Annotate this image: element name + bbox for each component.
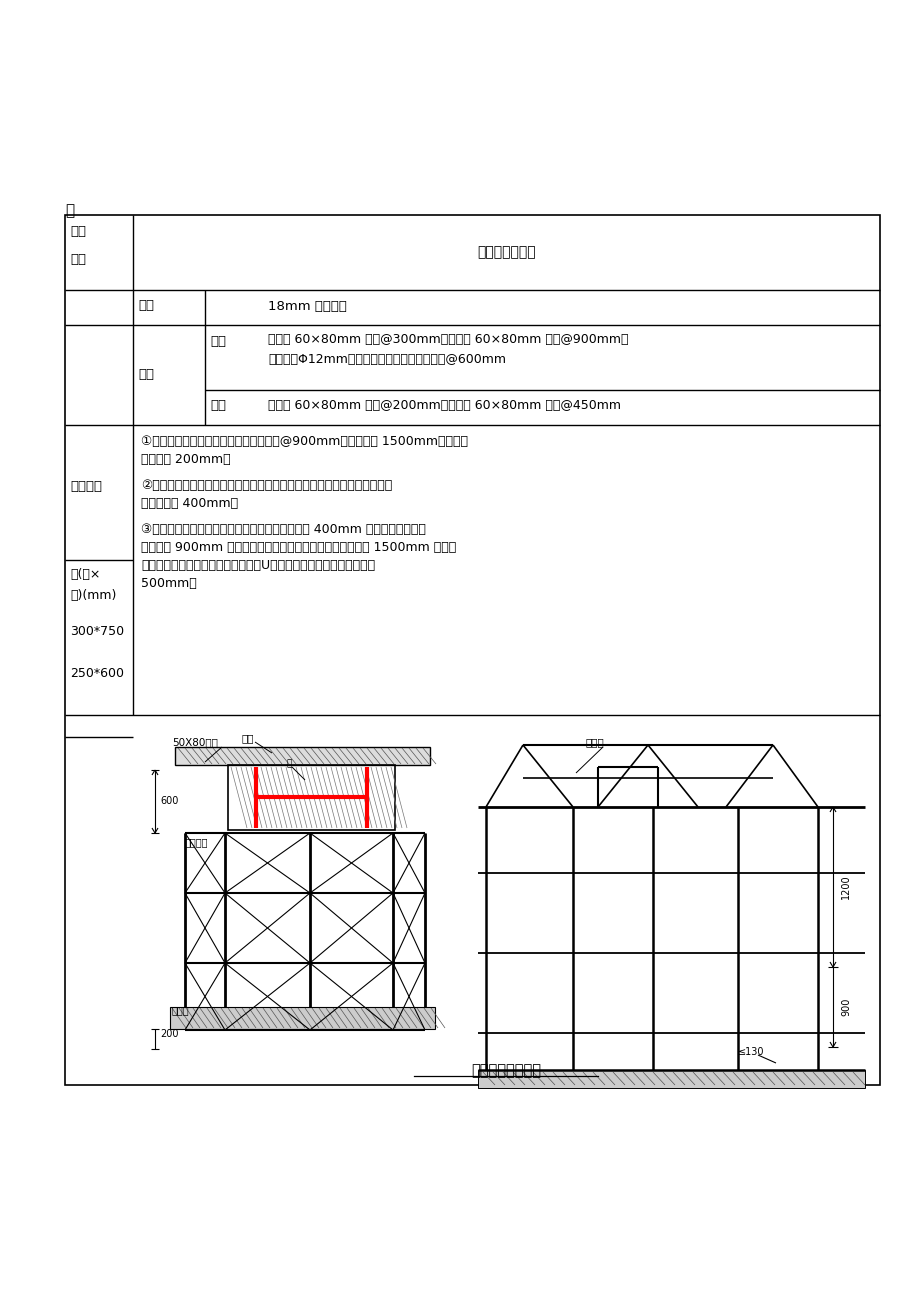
Text: 楞: 楞 <box>287 759 292 768</box>
Text: 50X80木方: 50X80木方 <box>172 737 218 747</box>
Text: 规格: 规格 <box>70 253 85 266</box>
Text: 支撑体系: 支撑体系 <box>70 480 102 493</box>
Text: 梁模板支撑示意图: 梁模板支撑示意图 <box>471 1064 541 1078</box>
Text: ③梁底设置顶撑：一道支撑立杆，纵向梁两头退约 400mm 设置起步顶撑，中: ③梁底设置顶撑：一道支撑立杆，纵向梁两头退约 400mm 设置起步顶撑，中 <box>141 523 425 536</box>
Text: 龙骨: 龙骨 <box>138 368 153 381</box>
Text: ②次龙骨所传递的承载力作用于主龙骨，再转递给梁下立杆，梁两侧立杆距: ②次龙骨所传递的承载力作用于主龙骨，再转递给梁下立杆，梁两侧立杆距 <box>141 479 391 492</box>
Text: 600: 600 <box>160 796 178 806</box>
Text: 500mm。: 500mm。 <box>141 577 197 590</box>
Bar <box>228 766 394 829</box>
Text: 间间隔约 900mm 设置顶撑；每根梁下立杆均要自下而上间隔 1500mm 设置水: 间间隔约 900mm 设置顶撑；每根梁下立杆均要自下而上间隔 1500mm 设置… <box>141 542 456 553</box>
Text: 构件: 构件 <box>70 225 85 238</box>
Bar <box>65 215 879 1085</box>
Text: 300*750

250*600: 300*750 250*600 <box>70 625 124 680</box>
Text: 梁(宽×
高)(mm): 梁(宽× 高)(mm) <box>70 568 116 602</box>
Text: 200: 200 <box>160 1029 178 1039</box>
Bar <box>478 1070 864 1088</box>
Text: 梁侧: 梁侧 <box>210 335 226 348</box>
Text: 梁底: 梁底 <box>210 398 226 411</box>
Text: ≤130: ≤130 <box>737 1047 764 1057</box>
Text: 次龙骨 60×80mm 木方@300mm；主龙骨 60×80mm 木方@900mm；: 次龙骨 60×80mm 木方@300mm；主龙骨 60×80mm 木方@900m… <box>267 333 628 346</box>
Bar <box>170 1006 435 1029</box>
Text: 次龙骨 60×80mm 木方@200mm；主龙骨 60×80mm 木方@450mm: 次龙骨 60×80mm 木方@200mm；主龙骨 60×80mm 木方@450m… <box>267 398 620 411</box>
Text: 模板及支撑体系: 模板及支撑体系 <box>477 246 535 259</box>
Text: 平拉杆与满堂架拉结，立杆上端包括U托伸出顶层水平杆的长度不大于: 平拉杆与满堂架拉结，立杆上端包括U托伸出顶层水平杆的长度不大于 <box>141 559 375 572</box>
Text: 对拉螺栓Φ12mm，梁中设两道，沿梁长度方向@600mm: 对拉螺栓Φ12mm，梁中设两道，沿梁长度方向@600mm <box>267 353 505 366</box>
Text: 模板: 模板 <box>242 733 255 743</box>
Text: 梁侧龙骨: 梁侧龙骨 <box>185 837 209 848</box>
Text: 1200: 1200 <box>840 875 850 900</box>
Text: 梁: 梁 <box>65 203 74 217</box>
Text: 梁边线: 梁边线 <box>585 737 604 747</box>
Text: 18mm 厚多层板: 18mm 厚多层板 <box>267 299 346 312</box>
Bar <box>175 747 429 766</box>
Text: 木垫板: 木垫板 <box>172 1005 189 1016</box>
Text: ①采用扣件式钢管脚手架，梁底立杆纵向@900mm，横杆步距 1500mm，扫地杆: ①采用扣件式钢管脚手架，梁底立杆纵向@900mm，横杆步距 1500mm，扫地杆 <box>141 435 468 448</box>
Text: 两边不大于 400mm。: 两边不大于 400mm。 <box>141 497 238 510</box>
Text: 距底板面 200mm。: 距底板面 200mm。 <box>141 453 231 466</box>
Text: 模板: 模板 <box>138 299 153 312</box>
Text: 900: 900 <box>840 997 850 1016</box>
